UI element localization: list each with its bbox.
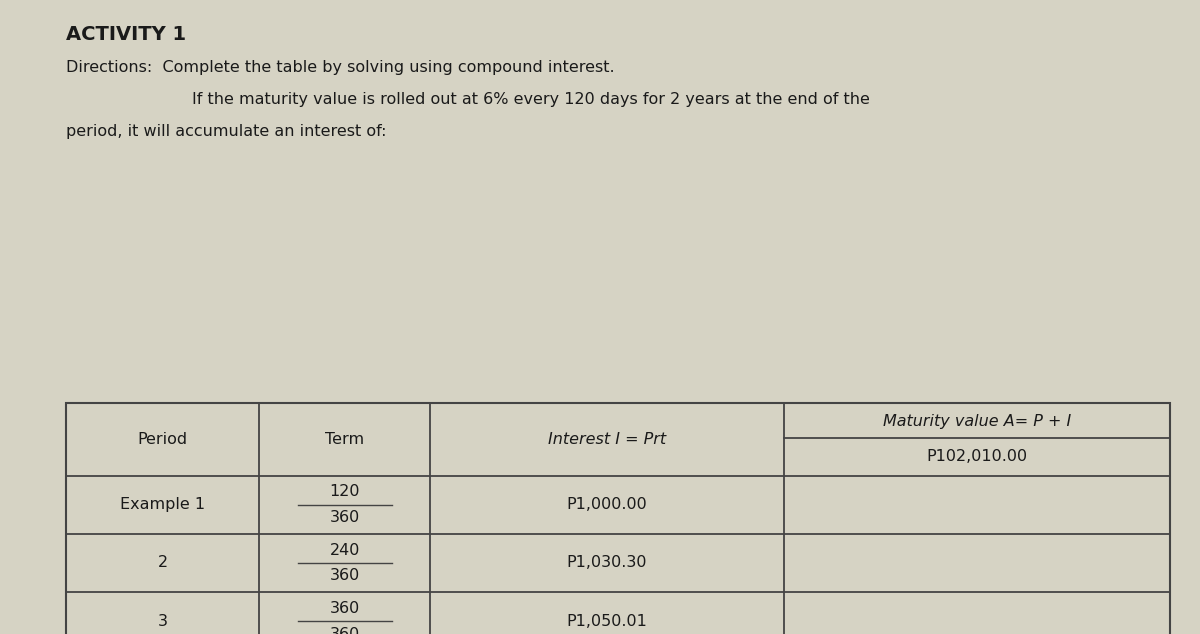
Text: 360: 360 bbox=[330, 601, 360, 616]
Text: P102,010.00: P102,010.00 bbox=[926, 449, 1027, 464]
Text: P1,030.30: P1,030.30 bbox=[566, 555, 647, 571]
Text: period, it will accumulate an interest of:: period, it will accumulate an interest o… bbox=[66, 124, 386, 139]
Text: Maturity value A= P + I: Maturity value A= P + I bbox=[883, 414, 1070, 429]
Text: 360: 360 bbox=[330, 626, 360, 634]
Text: 3: 3 bbox=[157, 614, 168, 629]
Text: 360: 360 bbox=[330, 568, 360, 583]
Text: Directions:  Complete the table by solving using compound interest.: Directions: Complete the table by solvin… bbox=[66, 60, 614, 75]
Text: P1,000.00: P1,000.00 bbox=[566, 497, 647, 512]
Text: 120: 120 bbox=[330, 484, 360, 500]
Text: If the maturity value is rolled out at 6% every 120 days for 2 years at the end : If the maturity value is rolled out at 6… bbox=[192, 92, 870, 107]
Text: Example 1: Example 1 bbox=[120, 497, 205, 512]
Text: 2: 2 bbox=[157, 555, 168, 571]
Text: Term: Term bbox=[325, 432, 365, 446]
Text: 240: 240 bbox=[330, 543, 360, 558]
Text: 360: 360 bbox=[330, 510, 360, 525]
Text: ACTIVITY 1: ACTIVITY 1 bbox=[66, 25, 186, 44]
Text: P1,050.01: P1,050.01 bbox=[566, 614, 647, 629]
Text: Interest I = Prt: Interest I = Prt bbox=[548, 432, 666, 446]
Text: Period: Period bbox=[138, 432, 187, 446]
